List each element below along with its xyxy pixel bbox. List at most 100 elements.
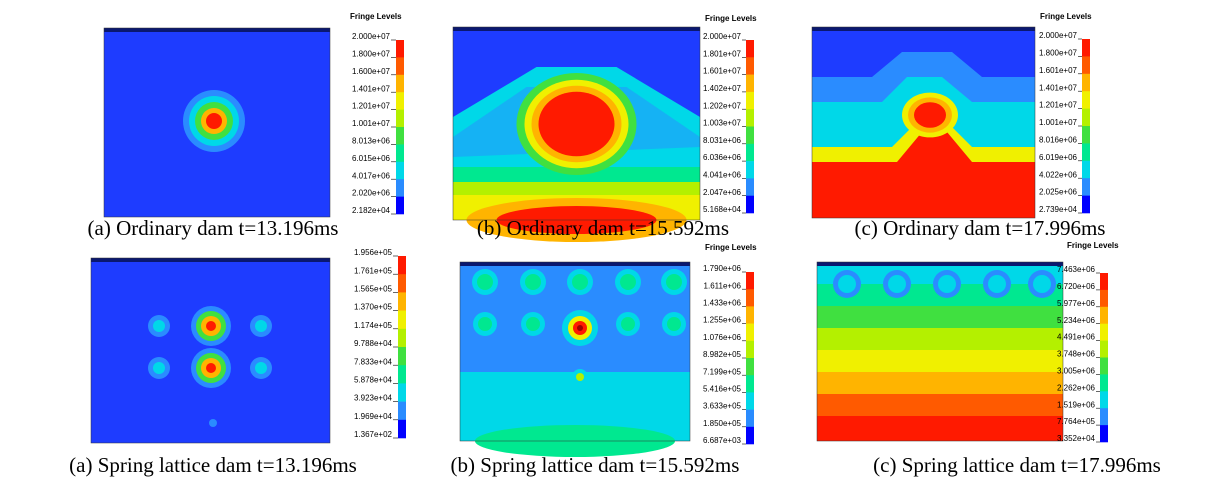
color-band: [398, 292, 406, 311]
fringe-level: 3.748e+06: [1057, 350, 1096, 359]
color-band: [396, 92, 404, 110]
fringe-level: 5.977e+06: [1057, 299, 1096, 308]
legend-title: Fringe Levels: [705, 243, 757, 252]
contour: [453, 27, 700, 117]
fringe-level: 7.833e+04: [354, 357, 393, 366]
contour: [526, 317, 540, 331]
color-band: [746, 91, 754, 110]
fringe-level: 2.739e+04: [1039, 205, 1078, 214]
contour: [206, 321, 216, 331]
contour: [666, 274, 682, 290]
panel: Fringe Levels 7.463e+06 6.720e+06 5.977e+06…: [816, 241, 1161, 477]
fringe-level: 1.600e+07: [352, 67, 391, 76]
contour: [812, 132, 1035, 218]
color-band: [1082, 108, 1090, 127]
color-band: [1082, 39, 1090, 57]
color-band: [396, 161, 404, 180]
panel: Fringe Levels 1.790e+06 1.611e+06 1.433e+06…: [451, 243, 758, 477]
fringe-level: 1.401e+07: [1039, 83, 1078, 92]
contour: [153, 320, 165, 332]
legend-title: Fringe Levels: [1067, 241, 1119, 250]
color-band: [1100, 289, 1108, 308]
color-band: [396, 74, 404, 93]
top-band: [104, 28, 330, 32]
legend-title: Fringe Levels: [350, 12, 402, 21]
fringe-level: 1.565e+05: [354, 285, 393, 294]
color-band: [1082, 195, 1090, 214]
color-band: [396, 196, 404, 215]
caption: (b) Ordinary dam t=15.592ms: [477, 216, 729, 240]
color-band: [1100, 357, 1108, 375]
contour: [817, 416, 1063, 441]
contour: [206, 113, 222, 129]
top-band: [91, 258, 330, 262]
fringe-level: 2.047e+06: [703, 188, 742, 197]
color-band: [398, 383, 406, 402]
color-band: [1100, 425, 1108, 443]
top-band: [460, 262, 690, 266]
fringe-level: 7.463e+06: [1057, 265, 1096, 274]
panel: Fringe Levels 2.000e+07 1.800e+07 1.601e+07…: [811, 12, 1105, 240]
contour: [914, 102, 946, 128]
color-band: [746, 74, 754, 93]
caption: (a) Ordinary dam t=13.196ms: [88, 216, 339, 240]
fringe-level: 8.013e+06: [352, 137, 391, 146]
contour: [255, 320, 267, 332]
contour: [209, 419, 217, 427]
color-band: [746, 289, 754, 307]
plot-frame: [816, 261, 1064, 442]
fringe-level: 8.982e+05: [703, 350, 742, 359]
fringe-level: 1.402e+07: [703, 84, 742, 93]
color-band: [746, 143, 754, 162]
fringe-level: 5.878e+04: [354, 376, 393, 385]
fringe-level: 1.969e+04: [354, 412, 393, 421]
contour: [577, 325, 583, 331]
color-band: [398, 310, 406, 330]
color-band: [746, 272, 754, 290]
contour: [621, 317, 635, 331]
color-band: [398, 401, 406, 421]
color-band: [1082, 160, 1090, 179]
color-band: [746, 375, 754, 393]
contour: [477, 274, 493, 290]
color-band: [398, 347, 406, 366]
plot-frame: [103, 27, 331, 218]
top-band: [812, 27, 1035, 31]
fringe-level: 1.401e+07: [352, 84, 391, 93]
fringe-level: 6.687e+03: [703, 436, 742, 445]
color-band: [746, 426, 754, 445]
color-band: [746, 409, 754, 428]
panel: Fringe Levels 2.000e+07 1.800e+07 1.600e+07…: [88, 12, 404, 240]
color-band: [1082, 91, 1090, 109]
contour: [838, 275, 856, 293]
fringe-level: 2.025e+06: [1039, 188, 1078, 197]
fringe-level: 2.020e+06: [352, 189, 391, 198]
panel: Fringe Levels 2.000e+07 1.801e+07 1.601e+07…: [452, 14, 757, 242]
color-band: [396, 144, 404, 163]
contour: [538, 91, 615, 157]
contour: [478, 317, 492, 331]
plot-frame: [459, 261, 691, 442]
panel: 1.956e+05 1.761e+05 1.565e+05 1.370e+05 1.17…: [69, 248, 406, 477]
fringe-level: 1.433e+06: [703, 299, 742, 308]
fringe-level: 6.720e+06: [1057, 282, 1096, 291]
fringe-level: 6.036e+06: [703, 153, 742, 162]
fringe-level: 1.367e+02: [354, 430, 393, 439]
fringe-level: 1.611e+06: [704, 281, 742, 290]
color-band: [1100, 340, 1108, 358]
fringe-level: 1.370e+05: [354, 303, 393, 312]
fringe-level: 3.923e+04: [354, 394, 393, 403]
color-band: [1082, 126, 1090, 144]
fringe-level: 9.788e+04: [354, 339, 393, 348]
color-band: [1100, 306, 1108, 324]
fringe-level: 3.005e+06: [1057, 367, 1096, 376]
color-band: [746, 40, 754, 58]
color-band: [396, 179, 404, 197]
contour: [938, 275, 956, 293]
contour: [667, 317, 681, 331]
color-band: [1082, 178, 1090, 196]
color-band: [398, 256, 406, 275]
fringe-level: 1.601e+07: [1039, 66, 1078, 75]
contour: [255, 362, 267, 374]
